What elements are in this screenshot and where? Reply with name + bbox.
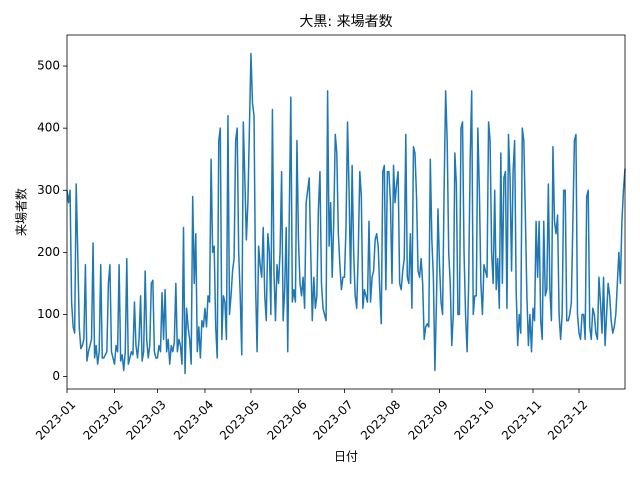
y-tick-label: 200: [37, 245, 60, 259]
x-tick-label: 2023-07: [310, 397, 355, 442]
x-tick-label: 2023-09: [405, 397, 450, 442]
x-tick-label: 2023-01: [33, 397, 78, 442]
chart-title: 大黒: 来場者数: [299, 14, 392, 30]
y-tick-label: 300: [37, 183, 60, 197]
x-tick-label: 2023-08: [358, 397, 403, 442]
x-tick-label: 2023-10: [451, 397, 496, 442]
y-tick-label: 100: [37, 307, 60, 321]
x-tick-label: 2023-05: [217, 397, 262, 442]
x-axis-label: 日付: [334, 450, 358, 464]
x-tick-label: 2023-12: [545, 397, 590, 442]
y-tick-label: 500: [37, 59, 60, 73]
x-tick-label: 2023-04: [171, 397, 216, 442]
x-tick-label: 2023-06: [264, 397, 309, 442]
y-axis-label: 来場者数: [14, 188, 29, 236]
x-tick-label: 2023-03: [123, 397, 168, 442]
line-series: [66, 52, 626, 375]
x-tick-label: 2023-11: [499, 397, 544, 442]
plot-frame: [66, 34, 626, 390]
x-tick-label: 2023-02: [81, 397, 126, 442]
y-tick-label: 400: [37, 121, 60, 135]
y-tick-label: 0: [52, 369, 60, 383]
